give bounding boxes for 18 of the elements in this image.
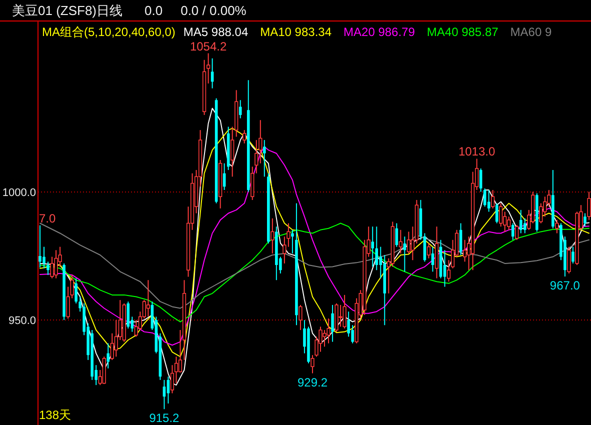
legend: MA10 983.34	[260, 25, 332, 39]
legend-title: MA组合(5,10,20,40,60,0)	[42, 25, 176, 39]
legend: MA40 985.87	[426, 25, 498, 39]
annotation: 1013.0	[458, 144, 496, 159]
annotation: 915.2	[149, 411, 180, 425]
annotation: 7.0	[39, 211, 56, 226]
annotation: 0.0	[144, 3, 163, 18]
annotation: 0.0 / 0.00%	[180, 3, 246, 18]
title: 美豆01 (ZSF8)日线	[12, 3, 123, 18]
annotation: 138天	[39, 408, 72, 422]
legend: MA60 9	[510, 25, 552, 39]
annotation: 929.2	[297, 375, 328, 390]
legend: MA5 988.04	[183, 25, 248, 39]
annotation: 967.0	[550, 278, 580, 292]
ytick: 950.0	[8, 315, 36, 328]
ytick: 1000.0	[2, 187, 36, 200]
legend: MA20 986.79	[344, 25, 415, 39]
annotation: 1054.2	[190, 39, 227, 54]
